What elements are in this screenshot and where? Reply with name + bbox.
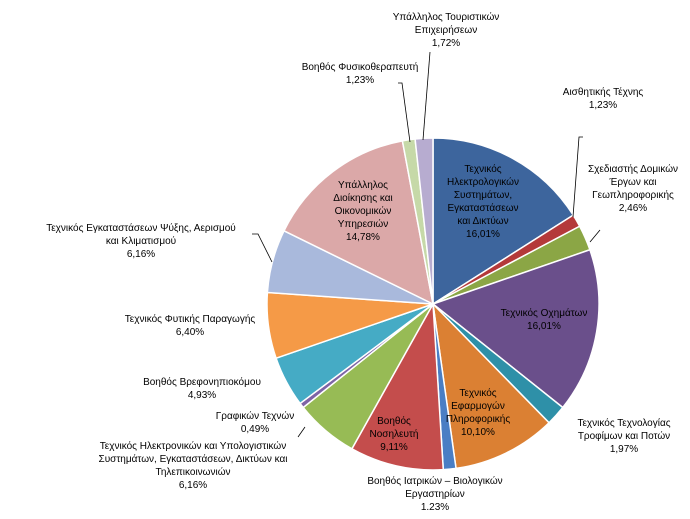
slice-label: Τεχνικός Τεχνολογίας Τροφίμων και Ποτών 1,… [577,417,670,455]
slice-label-line: Τροφίμων και Ποτών [578,430,670,442]
slice-label: Σχεδιαστής Δομικών Έργων και Γεωπληροφορικ… [588,163,678,214]
slice-label: Τεχνικός Οχημάτων 16,01% [501,307,588,332]
slice-label-line: Βοηθός [377,415,411,427]
slice-label-line: Βοηθός Ιατρικών – Βιολογικών [367,475,502,487]
slice-label-line: Επιχειρήσεων [415,24,477,36]
slice-label-line: Τεχνικός Φυτικής Παραγωγής [125,313,256,325]
slice-percent: 2,46% [619,203,647,214]
slice-percent: 16,01% [466,229,500,240]
slice-percent: 1,72% [432,38,460,49]
slice-label-line: Διοίκησης και [333,192,392,204]
slice-label: Τεχνικός Ηλεκτρονικών και Υπολογιστικών Σ… [99,440,288,491]
slice-label-line: Τεχνικός Ηλεκτρονικών και Υπολογιστικών [100,440,286,452]
slice-label: Τεχνικός Εγκαταστάσεων Ψύξης, Αερισμού κα… [46,222,236,260]
slice-label-line: Τεχνικός [464,163,501,175]
slice-percent: 1,23% [346,75,374,86]
slice-label-line: Συστημάτων, [454,189,512,201]
slice-label-line: Συστημάτων, Εγκαταστάσεων, Δικτύων και [99,453,288,465]
slice-label-line: Εφαρμογών [451,400,505,412]
slice-label: Αισθητικής Τέχνης 1,23% [563,86,644,111]
slice-percent: 4,93% [188,390,216,401]
slice-label: Βοηθός Ιατρικών – Βιολογικών Εργαστηρίων 1… [367,475,502,513]
slice-percent: 16,01% [527,321,561,332]
slice-label-line: Οικονομικών [335,205,392,217]
pie-slice [431,248,600,409]
slice-label: Τεχνικός Φυτικής Παραγωγής 6,40% [125,313,256,338]
slice-label: Τεχνικός Εφαρμογών Πληροφορικής 10,10% [446,387,511,438]
slice-label-line: Ηλεκτρολογικών [447,176,519,188]
slice-label-line: Βοηθός Φυσικοθεραπευτή [302,61,419,73]
slice-percent: 1,23% [589,100,617,111]
slice-label: Υπάλληλος Τουριστικών Επιχειρήσεων 1,72% [393,11,500,49]
slice-label-line: Υπηρεσιών [338,218,388,230]
slice-label-line: Σχεδιαστής Δομικών [588,163,678,175]
leader-line [572,136,583,218]
leader-line [398,82,411,143]
slice-label-line: Εργαστηρίων [405,488,465,500]
slice-label-line: Τεχνικός [459,387,496,399]
slice-percent: 6,16% [179,480,207,491]
slice-label-line: Αισθητικής Τέχνης [563,86,644,98]
slice-label-line: και Δικτύων [457,215,508,227]
slice-percent: 1.23% [421,502,449,513]
pie-slice [350,301,445,471]
slice-percent: 1,97% [610,444,638,455]
leader-line [589,229,601,243]
slice-percent: 10,10% [461,427,495,438]
slice-label-line: Υπάλληλος [338,179,388,191]
slice-label-line: Τεχνικός Τεχνολογίας [577,417,670,429]
pie-slice [283,139,435,306]
slice-label-line: Πληροφορικής [446,413,511,425]
slice-label-line: Τεχνικός Εγκαταστάσεων Ψύξης, Αερισμού [46,222,236,234]
pie-slice [414,137,434,305]
slice-label: Βοηθός Νοσηλευτή 9,11% [370,415,419,453]
slice-label: Βοηθός Βρεφονηπιοκόμου 4,93% [143,376,261,401]
slice-label: Υπάλληλος Διοίκησης και Οικονομικών Υπηρεσι… [333,179,392,243]
slice-label-line: Βοηθός Βρεφονηπιοκόμου [143,376,261,388]
slice-label-line: και Κλιματισμού [106,235,176,247]
slice-label: Βοηθός Φυσικοθεραπευτή 1,23% [302,61,419,86]
leader-line [252,233,273,263]
pie-slice [431,301,551,470]
slice-label-line: Γεωπληροφορικής [592,189,674,201]
slice-label-line: Τεχνικός Οχημάτων [501,307,588,319]
slice-label-line: Υπάλληλος Τουριστικών [393,11,500,23]
leader-line [297,426,306,438]
slice-label-line: Έργων και [609,177,657,188]
slice-label-line: Γραφικών Τεχνών [216,410,295,422]
slice-label-line: Εγκαταστάσεων [447,202,518,214]
pie-slice [432,137,575,306]
slice-percent: 6,16% [127,249,155,260]
slice-label: Γραφικών Τεχνών 0,49% [216,410,295,435]
slice-percent: 0,49% [241,424,269,435]
slice-label-line: Νοσηλευτή [370,428,419,440]
slice-percent: 6,40% [176,327,204,338]
leader-line [422,51,431,141]
slice-percent: 14,78% [346,232,380,243]
slice-label-line: Τηλεπικοινωνιών [155,466,230,478]
slice-percent: 9,11% [380,442,408,453]
slice-label: Τεχνικός Ηλεκτρολογικών Συστημάτων, Εγκατασ… [447,163,519,240]
